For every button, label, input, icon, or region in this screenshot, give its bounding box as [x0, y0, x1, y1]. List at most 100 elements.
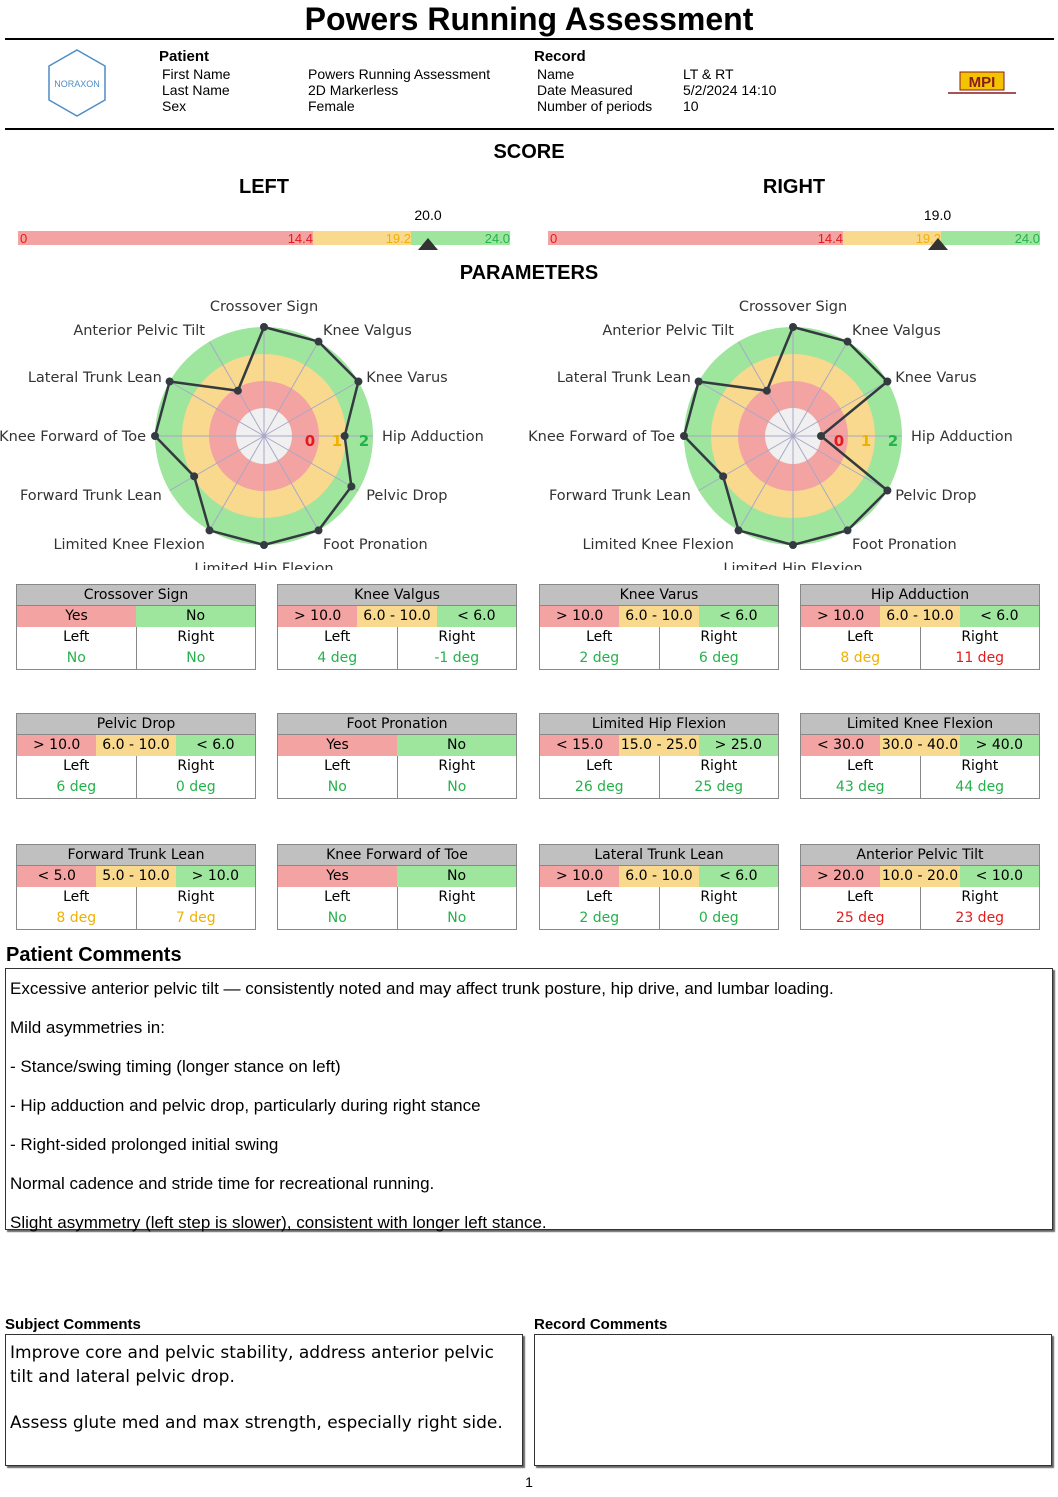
param-table: Hip Adduction > 10.0 6.0 - 10.0 < 6.0 Left 8 … — [800, 584, 1040, 670]
param-side-column: Right 25 deg — [660, 756, 779, 798]
param-values-row: Left 6 deg Right 0 deg — [17, 756, 255, 798]
comment-line: - Right-sided prolonged initial swing — [10, 1135, 279, 1154]
radar-point — [789, 323, 797, 331]
param-value-left: 6 deg — [56, 779, 97, 795]
param-range-cell: > 10.0 — [278, 606, 358, 627]
radar-spoke — [698, 435, 794, 491]
param-range-cell: 30.0 - 40.0 — [880, 735, 960, 756]
param-side-column: Right 6 deg — [660, 627, 779, 669]
radar-point — [165, 377, 174, 386]
radar-spoke — [792, 341, 848, 437]
param-value-right: 7 deg — [175, 910, 216, 926]
param-range-row: < 5.0 5.0 - 10.0 > 10.0 — [17, 866, 255, 887]
radar-point — [205, 526, 214, 535]
param-range-cell: 10.0 - 20.0 — [880, 866, 960, 887]
param-value-left: 2 deg — [579, 650, 620, 666]
page-number: 1 — [525, 1474, 533, 1490]
param-table: Lateral Trunk Lean > 10.0 6.0 - 10.0 < 6.0 L… — [539, 844, 779, 930]
score-bar-right: 0 14.4 19.2 24.0 — [548, 231, 1040, 246]
param-table-title: Pelvic Drop — [17, 714, 255, 735]
patient-comments-heading: Patient Comments — [6, 944, 182, 966]
param-range-cell: < 6.0 — [436, 606, 516, 627]
param-side-label: Right — [438, 629, 476, 645]
radar-point — [340, 432, 349, 440]
param-values-row: Left No Right No — [17, 627, 255, 669]
radar-axis-label: Pelvic Drop — [895, 488, 976, 504]
param-table: Limited Knee Flexion < 30.0 30.0 - 40.0 > 4… — [800, 713, 1040, 799]
param-side-column: Left 43 deg — [801, 756, 921, 798]
patient-heading: Patient — [159, 48, 210, 65]
param-values-row: Left 8 deg Right 11 deg — [801, 627, 1039, 669]
record-value: 5/2/2024 14:10 — [683, 82, 777, 98]
radar-spoke — [263, 381, 359, 437]
param-table-title: Anterior Pelvic Tilt — [801, 845, 1039, 866]
param-values-row: Left 4 deg Right -1 deg — [278, 627, 516, 669]
comment-line: - Stance/swing timing (longer stance on … — [10, 1057, 341, 1076]
record-comments-box — [534, 1334, 1052, 1466]
param-side-label: Left — [586, 889, 613, 905]
radar-scale-label: 2 — [359, 432, 369, 450]
radar-axis-label: Hip Adduction — [382, 429, 484, 445]
param-range-row: > 10.0 6.0 - 10.0 < 6.0 — [278, 606, 516, 627]
param-side-column: Right No — [398, 887, 517, 929]
param-side-label: Right — [700, 889, 738, 905]
radar-axis-label: Crossover Sign — [739, 300, 847, 315]
param-values-row: Left 26 deg Right 25 deg — [540, 756, 778, 798]
param-range-row: Yes No — [17, 606, 255, 627]
record-value: LT & RT — [683, 66, 734, 82]
radar-point — [347, 482, 356, 491]
param-values-row: Left No Right No — [278, 756, 516, 798]
param-values-row: Left No Right No — [278, 887, 516, 929]
radar-spoke — [169, 435, 265, 491]
svg-text:MPI: MPI — [969, 74, 996, 91]
param-range-cell: < 10.0 — [959, 866, 1039, 887]
subject-comments-heading: Subject Comments — [5, 1316, 141, 1333]
param-range-row: > 20.0 10.0 - 20.0 < 10.0 — [801, 866, 1039, 887]
param-side-column: Right 0 deg — [137, 756, 256, 798]
param-side-column: Right 44 deg — [921, 756, 1040, 798]
record-values: LT & RT 5/2/2024 14:10 10 — [683, 66, 776, 114]
radar-axis-label: Forward Trunk Lean — [549, 488, 691, 504]
patient-label: First Name — [162, 66, 231, 82]
radar-point — [694, 377, 703, 386]
param-range-cell: 6.0 - 10.0 — [96, 735, 176, 756]
record-value: 10 — [683, 98, 699, 114]
param-side-column: Left 8 deg — [801, 627, 921, 669]
radar-scale-label: 1 — [861, 432, 871, 450]
bar-tick: 19.2 — [385, 231, 411, 246]
record-label: Number of periods — [537, 98, 653, 114]
param-range-cell: < 15.0 — [540, 735, 620, 756]
param-table: Crossover Sign Yes No Left No Right No — [16, 584, 256, 670]
param-table: Knee Varus > 10.0 6.0 - 10.0 < 6.0 Left 2 deg… — [539, 584, 779, 670]
param-range-cell: 6.0 - 10.0 — [880, 606, 960, 627]
param-side-column: Right 0 deg — [660, 887, 779, 929]
bar-tick: 14.4 — [817, 231, 843, 246]
comment-line: Normal cadence and stride time for recre… — [10, 1174, 435, 1193]
radar-axis-label: Anterior Pelvic Tilt — [73, 323, 205, 339]
param-values-row: Left 2 deg Right 0 deg — [540, 887, 778, 929]
param-side-label: Left — [63, 889, 90, 905]
score-bar-green: 24.0 — [941, 231, 1040, 246]
comment-line: Mild asymmetries in: — [10, 1018, 165, 1037]
bar-tick: 24.0 — [484, 231, 510, 246]
param-value-left: 4 deg — [317, 650, 358, 666]
radar-axis-label: Limited Knee Flexion — [53, 537, 205, 553]
param-side-label: Left — [586, 758, 613, 774]
radar-axis-label: Limited Knee Flexion — [582, 537, 734, 553]
param-value-right: 25 deg — [694, 779, 744, 795]
radar-point — [190, 472, 199, 481]
param-side-label: Right — [438, 889, 476, 905]
radar-axis-label: Pelvic Drop — [366, 488, 447, 504]
radar-axis-label: Foot Pronation — [852, 537, 957, 553]
patient-value: Powers Running Assessment — [308, 66, 491, 82]
score-bar-red: 0 14.4 — [548, 231, 843, 246]
param-value-left: 43 deg — [835, 779, 885, 795]
subject-comment-line: Assess glute med and max strength, espec… — [10, 1413, 503, 1433]
radar-axis-label: Forward Trunk Lean — [20, 488, 162, 504]
radar-point — [817, 432, 825, 440]
param-side-column: Left 2 deg — [540, 887, 660, 929]
param-side-column: Left No — [278, 887, 398, 929]
param-side-label: Left — [324, 629, 351, 645]
param-range-cell: < 5.0 — [17, 866, 97, 887]
param-range-row: < 15.0 15.0 - 25.0 > 25.0 — [540, 735, 778, 756]
